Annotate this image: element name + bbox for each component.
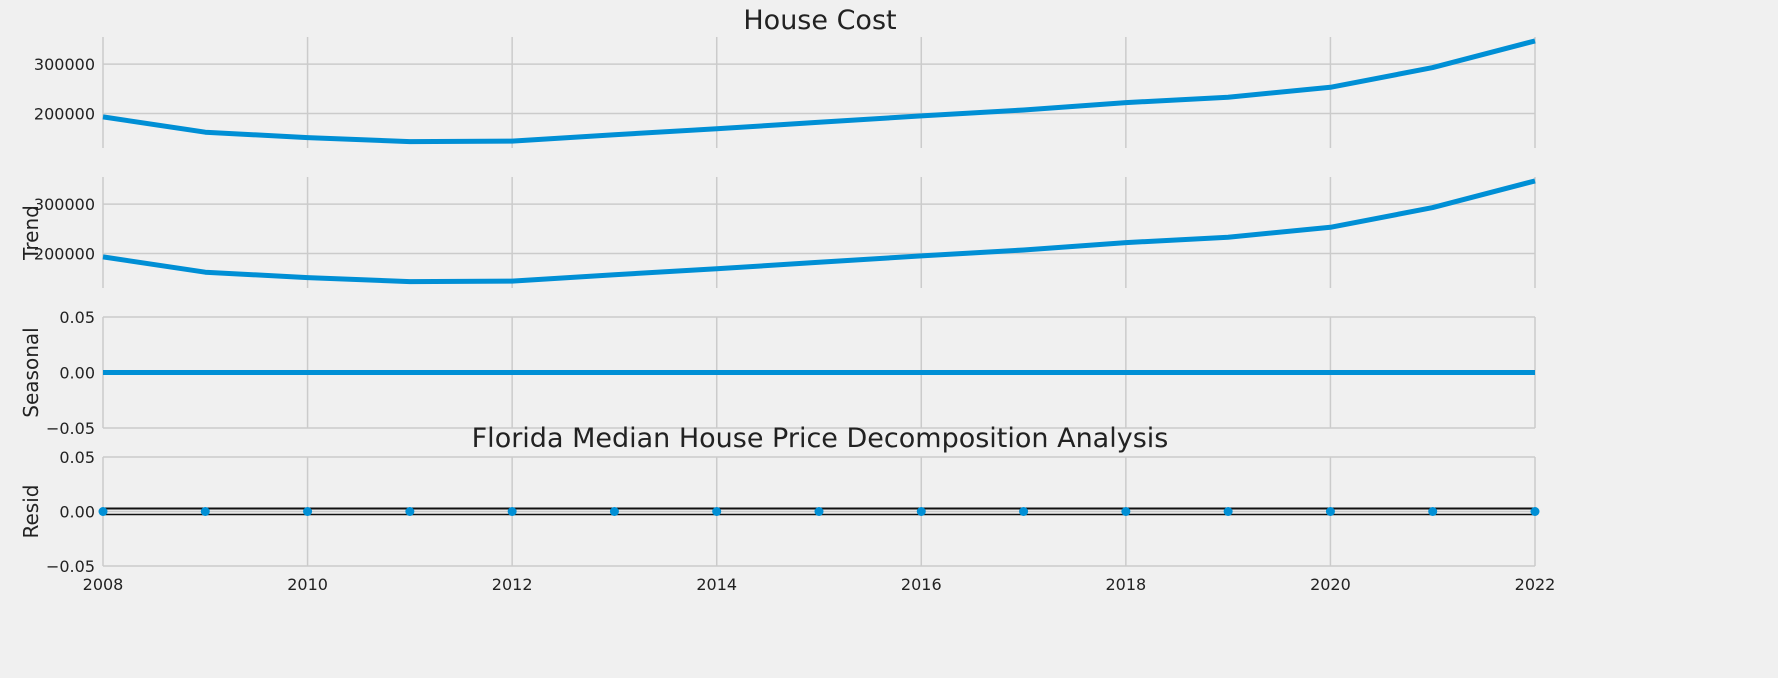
x-tick-label: 2008	[83, 575, 124, 594]
chart-title: House Cost	[743, 5, 896, 36]
x-tick-label: 2012	[492, 575, 533, 594]
resid-point	[1019, 507, 1029, 516]
resid-point	[1530, 507, 1540, 516]
resid-point	[200, 507, 210, 516]
series-line	[102, 178, 1536, 285]
y-tick-label: −0.05	[46, 419, 95, 438]
resid-point	[98, 507, 108, 516]
resid-point	[1223, 507, 1233, 516]
resid-point	[507, 507, 517, 516]
overlay-title: Florida Median House Price Decomposition…	[472, 423, 1169, 454]
y-tick-label: 200000	[34, 244, 95, 263]
x-tick-label: 2010	[287, 575, 328, 594]
y-tick-label: 0.05	[59, 308, 95, 327]
x-tick-label: 2022	[1515, 575, 1556, 594]
y-tick-label: 0.05	[59, 448, 95, 467]
panel-1: 200000 300000	[34, 37, 1536, 148]
resid-point	[814, 507, 824, 516]
y-tick-label: 300000	[34, 55, 95, 74]
y-tick-label: 0.00	[59, 503, 95, 522]
y-axis-label: Trend	[19, 205, 43, 261]
panel-4: −0.05 0.00 0.05 Resid 2008 2010 2012 2014 2016 20…	[19, 448, 1555, 594]
y-axis-label: Seasonal	[19, 327, 43, 417]
x-tick-label: 2014	[696, 575, 737, 594]
resid-point	[609, 507, 619, 516]
resid-point	[1121, 507, 1131, 516]
panels-layer: 200000300000200000300000Trend−0.050.000.…	[19, 37, 1555, 594]
resid-point	[712, 507, 722, 516]
y-tick-label: 300000	[34, 195, 95, 214]
x-tick-label: 2020	[1310, 575, 1351, 594]
x-tick-label: 2016	[901, 575, 942, 594]
resid-point	[916, 507, 926, 516]
y-axis-label: Resid	[19, 485, 43, 539]
y-tick-label: −0.05	[46, 557, 95, 576]
x-tick-label: 2018	[1105, 575, 1146, 594]
series-line	[102, 38, 1536, 145]
resid-point	[405, 507, 415, 516]
y-tick-label: 0.00	[59, 364, 95, 383]
panel-3: −0.05 0.00 0.05 Seasonal	[19, 308, 1536, 438]
y-tick-label: 200000	[34, 104, 95, 123]
resid-point	[1325, 507, 1335, 516]
resid-point	[303, 507, 313, 516]
resid-point	[1428, 507, 1438, 516]
